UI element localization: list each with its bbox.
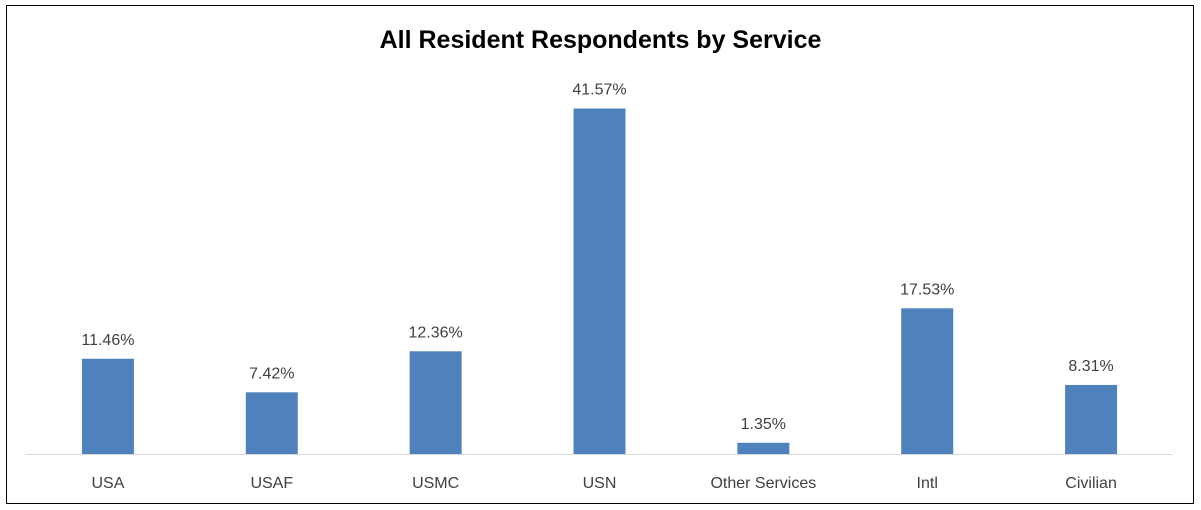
data-label-usn: 41.57%	[572, 82, 626, 99]
bar-usmc	[409, 351, 462, 454]
x-tick-label-other-services: Other Services	[710, 475, 816, 492]
bar-usn	[573, 108, 626, 454]
bar-intl	[901, 308, 954, 454]
x-tick-label-civilian: Civilian	[1065, 475, 1117, 492]
x-tick-label-usmc: USMC	[412, 475, 459, 492]
data-label-intl: 17.53%	[900, 281, 954, 298]
bar-usaf	[245, 392, 298, 454]
x-tick-label-usaf: USAF	[250, 475, 293, 492]
bar-usa	[81, 358, 134, 454]
x-tick-label-intl: Intl	[917, 475, 938, 492]
bar-civilian	[1065, 384, 1118, 454]
x-tick-label-usn: USN	[583, 475, 617, 492]
bar-other-services	[737, 442, 790, 454]
data-label-usa: 11.46%	[81, 332, 134, 349]
x-tick-label-usa: USA	[91, 475, 124, 492]
data-labels-group: 11.46% 7.42% 12.36% 41.57% 1.35% 17.53% 8.31%	[81, 82, 1113, 433]
data-label-civilian: 8.31%	[1068, 358, 1113, 375]
chart-title: All Resident Respondents by Service	[379, 26, 822, 54]
data-label-usaf: 7.42%	[249, 365, 294, 382]
data-label-usmc: 12.36%	[409, 324, 463, 341]
data-label-other-services: 1.35%	[741, 416, 786, 433]
bars-group	[81, 108, 1118, 454]
x-tick-labels-group: USA USAF USMC USN Other Services Intl Civilian	[91, 475, 1116, 492]
